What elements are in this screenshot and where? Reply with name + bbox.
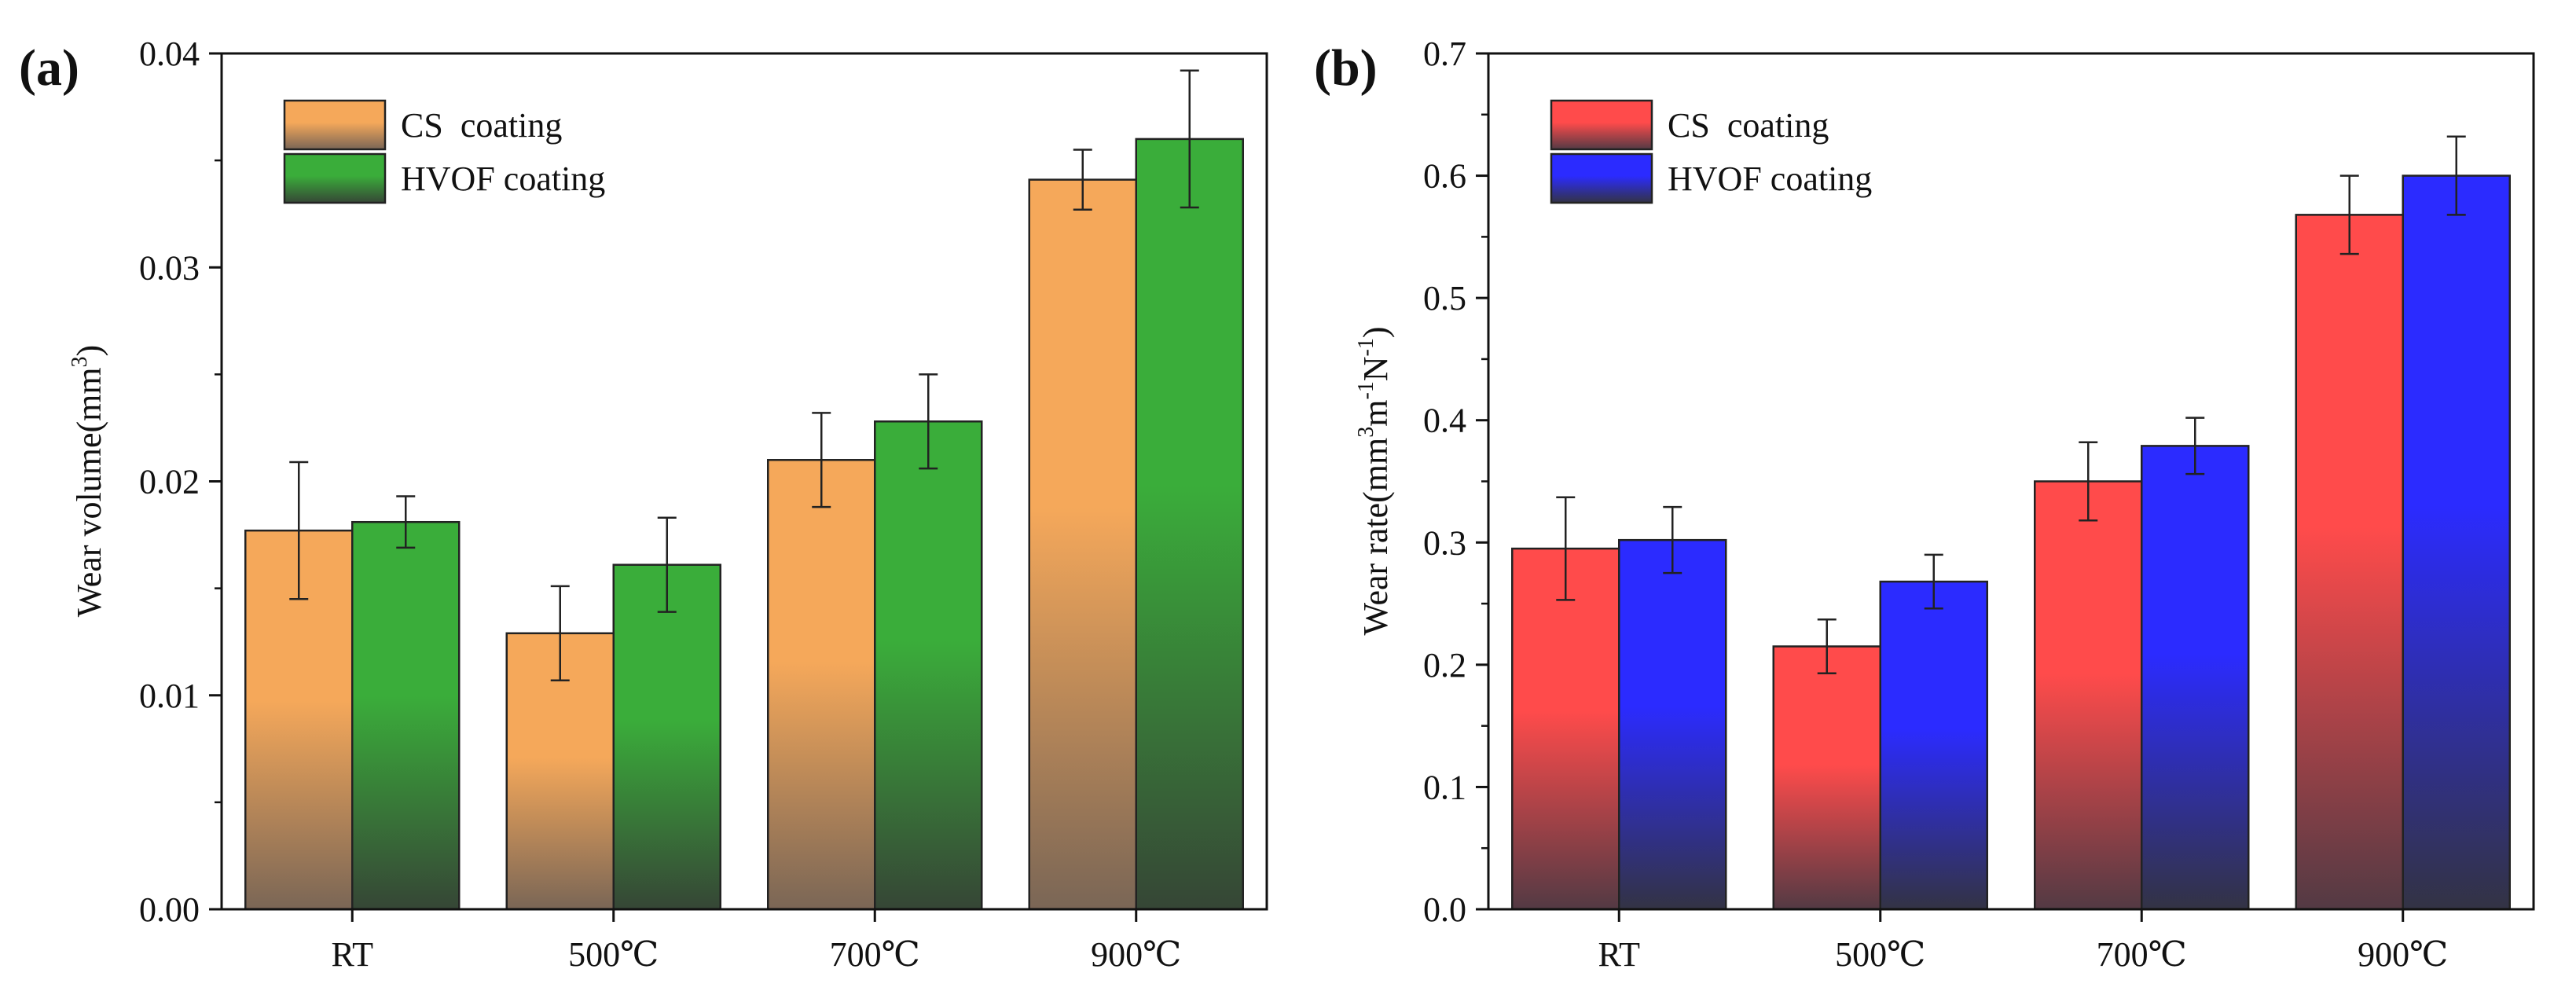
y-tick-label-b-6: 0.6 — [1423, 157, 1466, 196]
panel-b: (b) 0.0 0.1 0.2 0.3 0.4 0.5 0.6 0.7 RT 500℃ 700℃ 9… — [1314, 35, 2535, 974]
error-bar-b-s0-c3 — [2339, 174, 2359, 255]
bar-b-s0-c3 — [2295, 214, 2404, 911]
panel-a-legend: CS coating HVOF coating — [283, 99, 605, 204]
error-bar-b-s0-c0 — [1556, 496, 1576, 601]
bar-a-s0-c2 — [767, 459, 876, 911]
panel-b-label: (b) — [1314, 39, 1378, 97]
error-bar-a-s1-c1 — [657, 516, 677, 613]
legend-label-b-1: HVOF coating — [1668, 160, 1872, 198]
bar-b-s1-c0 — [1618, 538, 1727, 911]
x-tick-label-a-0: RT — [331, 935, 373, 974]
bar-b-s0-c2 — [2034, 480, 2143, 911]
y-tick-label-b-1: 0.1 — [1423, 768, 1466, 806]
y-tick-label-b-3: 0.3 — [1423, 523, 1466, 562]
bar-a-s1-c1 — [612, 563, 721, 911]
error-bar-a-s1-c0 — [396, 495, 416, 549]
x-tick-label-a-3: 900℃ — [1091, 935, 1181, 974]
y-tick-label-b-2: 0.2 — [1423, 646, 1466, 685]
panel-b-y-axis-label: Wear rate(mm3m-1N-1) — [1354, 326, 1395, 635]
y-tick-label-a-4: 0.04 — [139, 35, 200, 73]
error-bar-a-s0-c1 — [550, 585, 570, 681]
bar-a-s1-c3 — [1135, 138, 1244, 911]
y-tick-label-b-7: 0.7 — [1423, 35, 1466, 73]
legend-label-a-0: CS coating — [401, 106, 562, 145]
y-tick-label-a-3: 0.03 — [139, 248, 200, 287]
bar-a-s0-c3 — [1028, 178, 1137, 911]
x-tick-label-b-2: 700℃ — [2097, 935, 2187, 974]
error-bar-a-s0-c0 — [289, 461, 309, 600]
bar-b-s1-c1 — [1879, 580, 1988, 911]
x-tick-label-a-2: 700℃ — [830, 935, 920, 974]
error-bar-a-s1-c3 — [1180, 69, 1199, 209]
panel-a: (a) 0.000.010.020.030.04 RT 500℃ 700℃ 900℃ … — [19, 35, 1268, 974]
panel-b-legend: CS coating HVOF coating — [1550, 99, 1872, 204]
y-tick-label-a-1: 0.01 — [139, 677, 200, 715]
error-bar-b-s1-c1 — [1924, 553, 1943, 610]
error-bar-b-s0-c1 — [1817, 618, 1837, 674]
x-tick-label-b-3: 900℃ — [2358, 935, 2448, 974]
x-tick-label-b-1: 500℃ — [1835, 935, 1925, 974]
error-bar-b-s1-c3 — [2446, 135, 2466, 216]
panel-b-error-bars — [1556, 135, 2466, 674]
error-bar-a-s1-c2 — [919, 373, 938, 470]
panel-b-bars — [1511, 174, 2511, 911]
error-bar-a-s0-c3 — [1073, 149, 1092, 211]
legend-swatch-b-0 — [1550, 99, 1653, 151]
panel-a-x-axis: RT 500℃ 700℃ 900℃ — [331, 909, 1181, 974]
legend-swatch-b-1 — [1550, 152, 1653, 204]
y-tick-label-b-0: 0.0 — [1423, 890, 1466, 929]
panel-a-error-bars — [289, 69, 1199, 681]
panel-b-x-axis: RT 500℃ 700℃ 900℃ — [1598, 909, 2448, 974]
legend-label-b-0: CS coating — [1668, 106, 1829, 145]
error-bar-b-s1-c2 — [2185, 417, 2205, 475]
bar-a-s1-c2 — [874, 420, 983, 911]
y-tick-label-b-5: 0.5 — [1423, 279, 1466, 317]
legend-label-a-1: HVOF coating — [401, 160, 605, 198]
panel-a-label: (a) — [19, 39, 79, 97]
bar-b-s0-c0 — [1511, 547, 1620, 911]
y-tick-label-a-2: 0.02 — [139, 463, 200, 501]
error-bar-b-s1-c0 — [1663, 505, 1682, 574]
y-tick-label-b-4: 0.4 — [1423, 402, 1466, 440]
panel-a-y-axis: 0.00 0.01 0.02 0.03 0.04 — [139, 35, 222, 929]
x-tick-label-b-0: RT — [1598, 935, 1640, 974]
legend-swatch-a-1 — [283, 152, 387, 204]
bar-b-s0-c1 — [1772, 645, 1881, 911]
panel-a-y-axis-label: Wear volume(mm3) — [68, 345, 108, 617]
panel-b-y-axis: 0.0 0.1 0.2 0.3 0.4 0.5 0.6 0.7 — [1423, 35, 1488, 929]
y-tick-label-a-0: 0.00 — [139, 890, 200, 929]
x-tick-label-a-1: 500℃ — [568, 935, 659, 974]
legend-swatch-a-0 — [283, 99, 387, 151]
bar-b-s1-c2 — [2141, 445, 2250, 911]
bar-b-s1-c3 — [2402, 174, 2511, 911]
bar-a-s1-c0 — [351, 520, 461, 911]
error-bar-b-s0-c2 — [2079, 441, 2098, 522]
error-bar-a-s0-c2 — [812, 412, 831, 508]
panel-a-bars — [244, 138, 1244, 911]
